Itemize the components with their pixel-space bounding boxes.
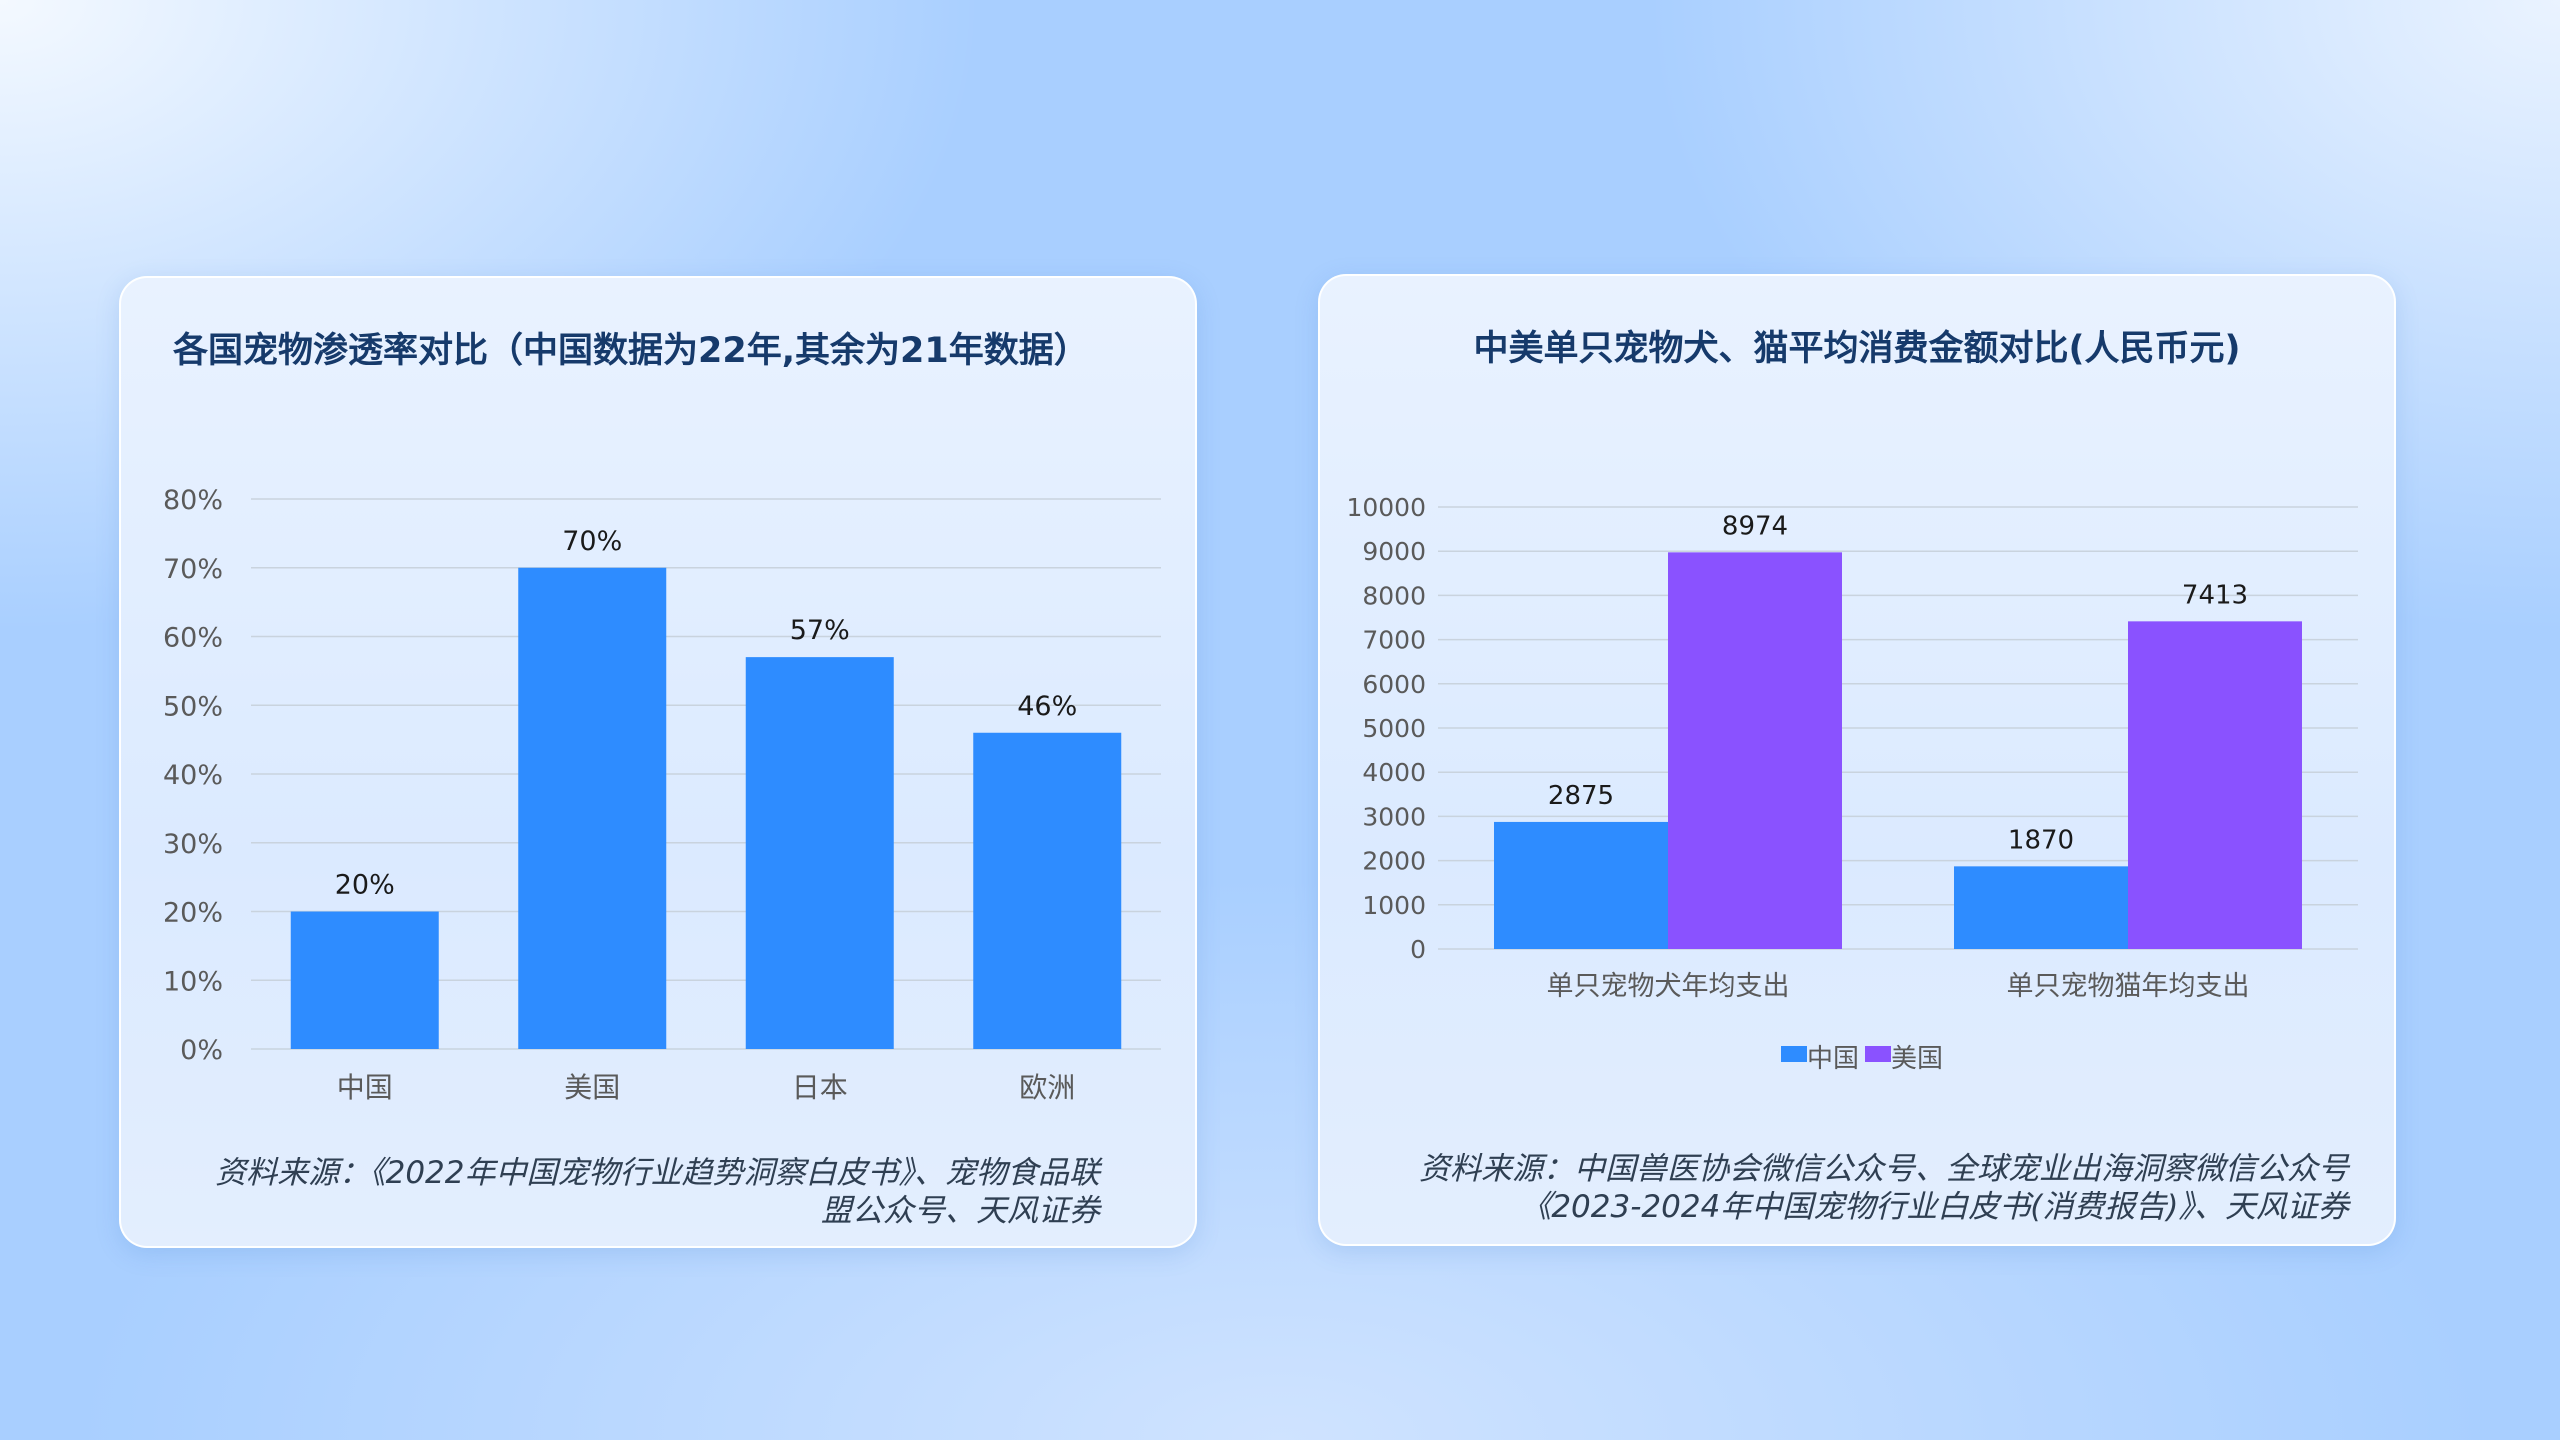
source-line-1: 资料来源：中国兽医协会微信公众号、全球宠业出海洞察微信公众号	[1419, 1151, 2349, 1187]
y-tick-label: 10000	[1346, 493, 1426, 522]
y-tick-label: 80%	[163, 485, 223, 516]
data-label: 20%	[335, 870, 395, 901]
source-line-2: 《2023-2024年中国宠物行业白皮书(消费报告)》、天风证券	[1520, 1189, 2349, 1225]
source-line-2: 盟公众号、天风证券	[821, 1193, 1100, 1229]
source-note: 资料来源：《2022年中国宠物行业趋势洞察白皮书》、宠物食品联 盟公众号、天风证…	[215, 1154, 1100, 1230]
y-tick-label: 9000	[1362, 537, 1426, 566]
y-tick-label: 0%	[180, 1035, 223, 1066]
bar-china	[1954, 866, 2128, 949]
y-tick-label: 20%	[163, 898, 223, 929]
x-tick-label: 单只宠物猫年均支出	[2007, 971, 2250, 1002]
x-tick-label: 日本	[792, 1071, 848, 1104]
x-tick-label: 单只宠物犬年均支出	[1547, 971, 1790, 1002]
legend-label: 中国	[1807, 1044, 1859, 1074]
x-tick-label: 中国	[337, 1071, 393, 1104]
data-label: 57%	[790, 615, 850, 646]
y-tick-label: 0	[1410, 935, 1426, 964]
y-tick-label: 2000	[1362, 847, 1426, 876]
y-tick-label: 10%	[163, 966, 223, 997]
y-tick-label: 40%	[163, 760, 223, 791]
data-label: 70%	[562, 526, 622, 557]
y-tick-label: 50%	[163, 691, 223, 722]
penetration-chart-card: 各国宠物渗透率对比（中国数据为22年,其余为21年数据） 0% 10% 20% 30%…	[119, 276, 1197, 1248]
data-label: 46%	[1017, 691, 1077, 722]
y-tick-label: 8000	[1362, 581, 1426, 610]
spending-chart-card: 中美单只宠物犬、猫平均消费金额对比(人民币元) 0 1000 2000 3000 400…	[1318, 274, 2396, 1246]
bar-usa	[1668, 552, 1842, 949]
y-tick-label: 6000	[1362, 670, 1426, 699]
data-label: 1870	[2008, 825, 2074, 855]
legend-label: 美国	[1891, 1044, 1943, 1074]
data-label: 7413	[2182, 580, 2248, 610]
bar	[290, 911, 439, 1049]
y-tick-label: 60%	[163, 623, 223, 654]
legend-swatch	[1865, 1046, 1891, 1062]
y-tick-label: 70%	[163, 554, 223, 585]
x-tick-label: 欧洲	[1019, 1071, 1075, 1104]
y-tick-label: 30%	[163, 829, 223, 860]
bar-usa	[2128, 621, 2302, 949]
spending-bar-chart: 0 1000 2000 3000 4000 5000 6000 7000 8000 9000 100…	[1346, 493, 2358, 1074]
bar	[518, 567, 667, 1049]
source-line-1: 资料来源：《2022年中国宠物行业趋势洞察白皮书》、宠物食品联	[215, 1155, 1100, 1191]
bar	[973, 732, 1122, 1049]
data-label: 8974	[1722, 511, 1788, 541]
bar	[745, 657, 894, 1049]
x-tick-label: 美国	[564, 1071, 620, 1104]
y-tick-label: 3000	[1362, 802, 1426, 831]
data-label: 2875	[1548, 781, 1614, 811]
penetration-bar-chart: 0% 10% 20% 30% 40% 50% 60% 70% 80% 20% 中国 70% 美国 57% 日…	[163, 485, 1161, 1104]
y-tick-label: 7000	[1362, 626, 1426, 655]
legend-swatch	[1781, 1046, 1807, 1062]
y-tick-label: 5000	[1362, 714, 1426, 743]
chart-title: 各国宠物渗透率对比（中国数据为22年,其余为21年数据）	[173, 331, 1089, 371]
y-tick-label: 4000	[1362, 758, 1426, 787]
source-note: 资料来源：中国兽医协会微信公众号、全球宠业出海洞察微信公众号 《2023-202…	[1419, 1150, 2349, 1226]
y-tick-label: 1000	[1362, 891, 1426, 920]
chart-title: 中美单只宠物犬、猫平均消费金额对比(人民币元)	[1473, 329, 2241, 369]
bar-china	[1494, 821, 1668, 949]
